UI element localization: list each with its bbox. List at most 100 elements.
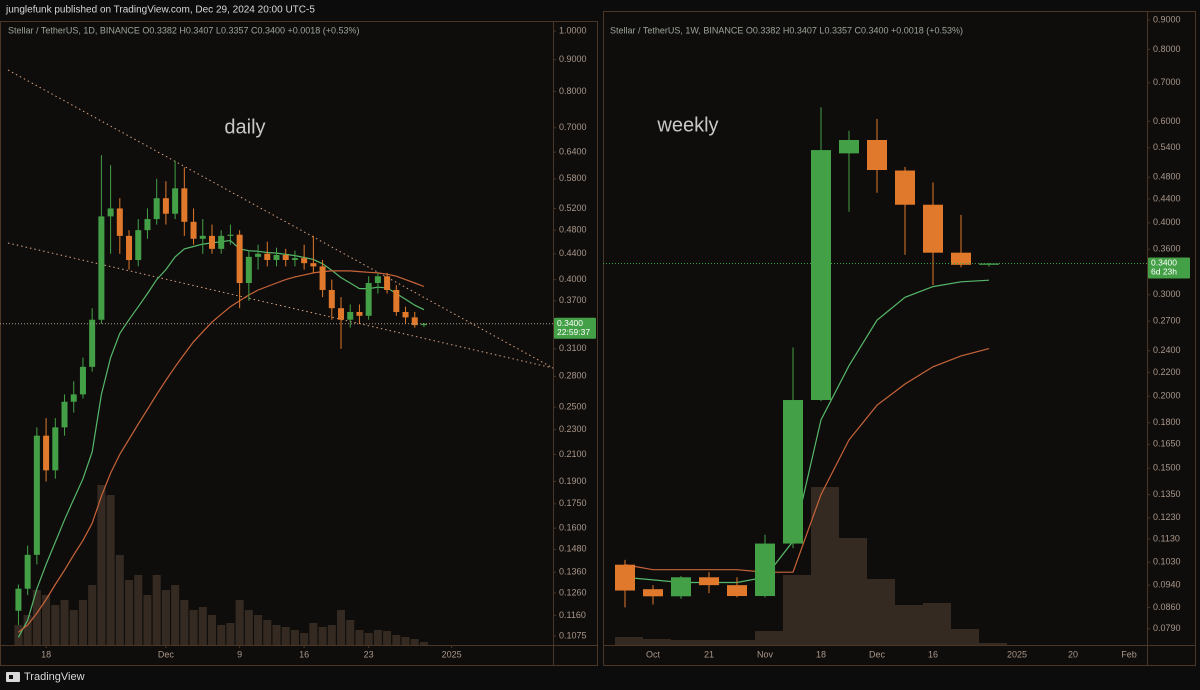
y-tick-label: 0.1130 — [1153, 533, 1180, 543]
candle-body — [282, 254, 289, 260]
x-tick-label: Nov — [757, 649, 774, 659]
volume-bar — [364, 633, 373, 645]
candle-body — [319, 266, 326, 290]
x-tick-label: 16 — [299, 649, 309, 659]
volume-bar — [14, 625, 23, 645]
y-tick-label: 0.1480 — [559, 544, 587, 554]
volume-bar — [272, 625, 281, 645]
volume-bar — [198, 607, 207, 645]
candle-body — [699, 577, 719, 586]
footer-brand: TradingView — [24, 671, 85, 683]
candle-body — [291, 258, 298, 260]
volume-bar — [951, 629, 979, 645]
y-tick-label: 0.1030 — [1153, 557, 1181, 567]
volume-bar — [346, 620, 355, 645]
candle-body — [218, 235, 225, 249]
y-tick-label: 0.0790 — [1153, 623, 1181, 633]
candle-body — [162, 198, 169, 214]
last-price-tag — [1148, 257, 1190, 279]
volume-bar — [143, 595, 152, 645]
symbol-legend: Stellar / TetherUS, 1W, BINANCE O0.3382 … — [610, 25, 963, 35]
candle-body — [236, 234, 243, 284]
candle-body — [107, 208, 114, 217]
volume-bar — [699, 640, 727, 645]
volume-bar — [923, 603, 951, 645]
volume-bar — [979, 643, 1007, 645]
volume-bar — [401, 637, 410, 645]
volume-bar — [161, 590, 170, 645]
volume-bar — [419, 642, 428, 645]
candle-body — [245, 256, 252, 284]
volume-bar — [226, 623, 235, 645]
candle-body — [70, 394, 77, 402]
y-tick-label: 0.6000 — [1153, 116, 1181, 126]
volume-bar — [281, 627, 290, 645]
symbol-legend: Stellar / TetherUS, 1D, BINANCE O0.3382 … — [8, 25, 360, 35]
y-tick-label: 0.4400 — [559, 248, 587, 258]
last-price-label: 0.3400 — [557, 318, 583, 328]
y-tick-label: 0.2700 — [1153, 316, 1181, 326]
volume-bar — [867, 579, 895, 645]
candle-body — [755, 543, 775, 597]
volume-bar — [78, 600, 87, 645]
candle-body — [643, 589, 663, 597]
moving-average — [18, 270, 425, 633]
y-tick-label: 0.4400 — [1153, 193, 1181, 203]
x-tick-label: 18 — [816, 649, 826, 659]
volume-bar — [125, 580, 134, 645]
volume-bar — [97, 485, 106, 645]
x-tick-label: 2025 — [442, 649, 462, 659]
candle-body — [310, 263, 317, 267]
candle-body — [116, 208, 123, 236]
y-tick-label: 0.8000 — [1153, 44, 1181, 54]
candle-body — [153, 198, 160, 220]
volume-bar — [51, 605, 60, 645]
candle-body — [43, 435, 50, 471]
candle-body — [199, 235, 206, 239]
volume-bar — [254, 615, 263, 645]
candle-body — [61, 401, 68, 428]
volume-bar — [811, 487, 839, 645]
y-tick-label: 0.2500 — [559, 401, 587, 411]
volume-bar — [189, 610, 198, 645]
y-tick-label: 0.1160 — [559, 610, 586, 620]
y-tick-label: 0.5200 — [559, 203, 587, 213]
y-tick-label: 0.1075 — [559, 630, 587, 640]
y-tick-label: 0.2000 — [1153, 391, 1181, 401]
y-tick-label: 0.7000 — [1153, 77, 1181, 87]
volume-bar — [180, 600, 189, 645]
moving-average — [624, 348, 990, 573]
y-tick-label: 0.1750 — [559, 498, 587, 508]
candle-body — [783, 400, 803, 544]
y-tick-label: 0.1900 — [559, 476, 587, 486]
candle-body — [181, 188, 188, 222]
candle-body — [727, 585, 747, 597]
y-tick-label: 1.0000 — [559, 25, 587, 35]
candle-body — [671, 577, 691, 597]
volume-bar — [134, 575, 143, 645]
y-tick-label: 0.0940 — [1153, 580, 1181, 590]
volume-bar — [60, 600, 69, 645]
y-tick-label: 0.4800 — [1153, 172, 1181, 182]
candle-body — [365, 283, 372, 316]
candle-body — [374, 276, 381, 284]
candle-body — [615, 564, 635, 591]
volume-bar — [207, 615, 216, 645]
y-tick-label: 0.6400 — [559, 146, 587, 156]
candle-body — [393, 289, 400, 312]
y-tick-label: 0.2200 — [1153, 367, 1181, 377]
candle-body — [951, 252, 971, 265]
x-tick-label: 16 — [928, 649, 938, 659]
candle-body — [301, 258, 308, 264]
candle-body — [338, 308, 345, 320]
candle-body — [144, 219, 151, 231]
candle-body — [402, 311, 409, 318]
x-tick-label: 9 — [237, 649, 242, 659]
candle-body — [328, 289, 335, 309]
y-tick-label: 0.0860 — [1153, 602, 1181, 612]
volume-bar — [318, 627, 327, 645]
candle-body — [98, 216, 105, 320]
candle-body — [811, 150, 831, 401]
